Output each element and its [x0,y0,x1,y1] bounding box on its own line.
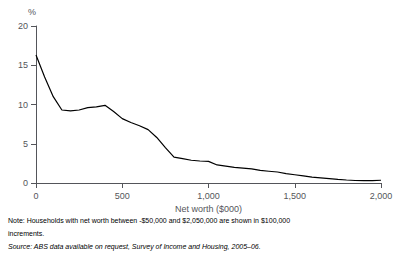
svg-text:Note: Households with net wort: Note: Households with net worth between … [8,217,290,224]
svg-text:5: 5 [23,139,28,149]
svg-text:15: 15 [18,60,28,70]
svg-text:2,000: 2,000 [370,191,393,201]
svg-text:1,000: 1,000 [197,191,220,201]
svg-text:%: % [28,7,36,17]
svg-text:1,500: 1,500 [283,191,306,201]
svg-text:0: 0 [33,191,38,201]
svg-text:increments.: increments. [8,230,44,237]
svg-text:Source: ABS data available on: Source: ABS data available on request, S… [8,243,261,251]
svg-text:500: 500 [115,191,130,201]
svg-text:0: 0 [23,178,28,188]
svg-text:20: 20 [18,21,28,31]
svg-text:10: 10 [18,100,28,110]
svg-text:Net worth ($000): Net worth ($000) [175,204,242,214]
